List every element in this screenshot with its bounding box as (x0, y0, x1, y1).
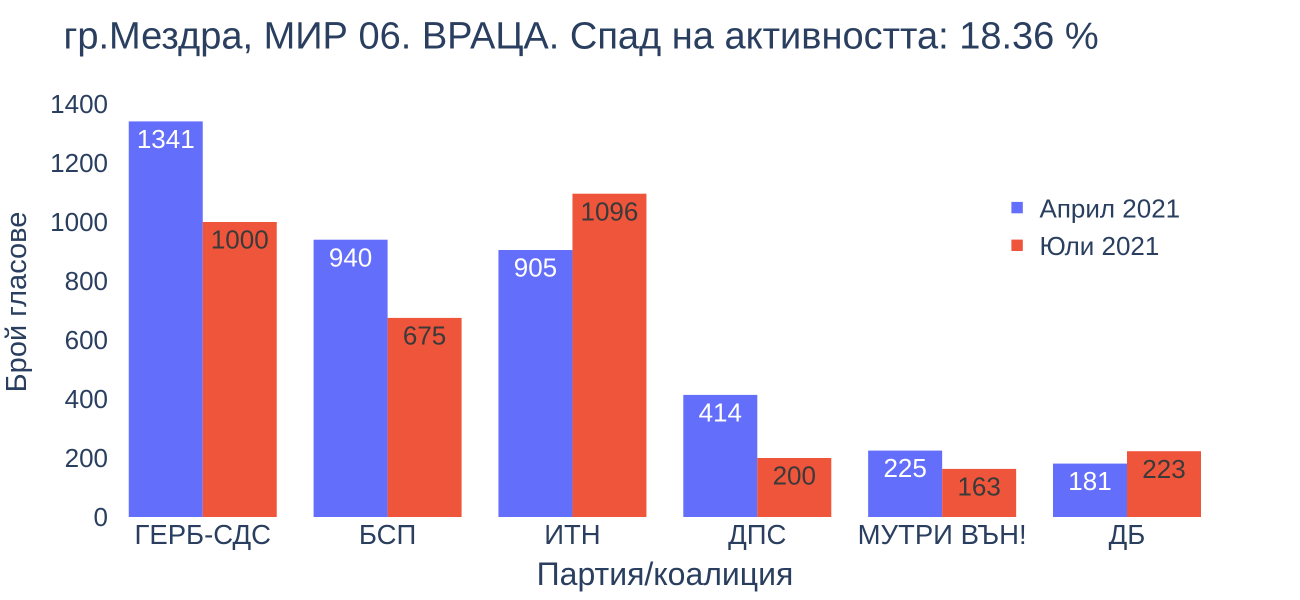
svg-text:414: 414 (699, 398, 742, 428)
svg-text:Брой гласове: Брой гласове (1, 212, 33, 393)
svg-text:гр.Мездра, МИР 06. ВРАЦА. Спад: гр.Мездра, МИР 06. ВРАЦА. Спад на активн… (64, 16, 1099, 58)
svg-text:0: 0 (94, 502, 108, 532)
svg-text:ДПС: ДПС (728, 519, 786, 550)
svg-text:940: 940 (329, 242, 372, 272)
svg-text:ИТН: ИТН (544, 519, 600, 550)
svg-text:1096: 1096 (581, 196, 639, 226)
svg-text:Партия/коалиция: Партия/коалиция (537, 556, 794, 592)
svg-text:БСП: БСП (359, 519, 416, 550)
svg-text:200: 200 (65, 443, 108, 473)
svg-text:223: 223 (1142, 454, 1185, 484)
svg-text:905: 905 (514, 253, 557, 283)
svg-text:ГЕРБ-СДС: ГЕРБ-СДС (134, 519, 271, 550)
svg-text:1400: 1400 (50, 89, 108, 119)
svg-text:181: 181 (1068, 466, 1111, 496)
svg-text:1200: 1200 (50, 148, 108, 178)
svg-text:1000: 1000 (211, 225, 269, 255)
svg-text:400: 400 (65, 384, 108, 414)
svg-text:ДБ: ДБ (1109, 519, 1146, 550)
svg-text:800: 800 (65, 266, 108, 296)
svg-text:Април 2021: Април 2021 (1040, 194, 1181, 224)
svg-text:1341: 1341 (137, 124, 195, 154)
svg-text:МУТРИ ВЪН!: МУТРИ ВЪН! (858, 519, 1027, 550)
svg-text:200: 200 (773, 461, 816, 491)
svg-text:225: 225 (883, 453, 926, 483)
svg-text:675: 675 (403, 321, 446, 351)
svg-text:163: 163 (957, 472, 1000, 502)
svg-text:Юли 2021: Юли 2021 (1040, 231, 1160, 261)
svg-text:600: 600 (65, 325, 108, 355)
svg-text:1000: 1000 (50, 207, 108, 237)
